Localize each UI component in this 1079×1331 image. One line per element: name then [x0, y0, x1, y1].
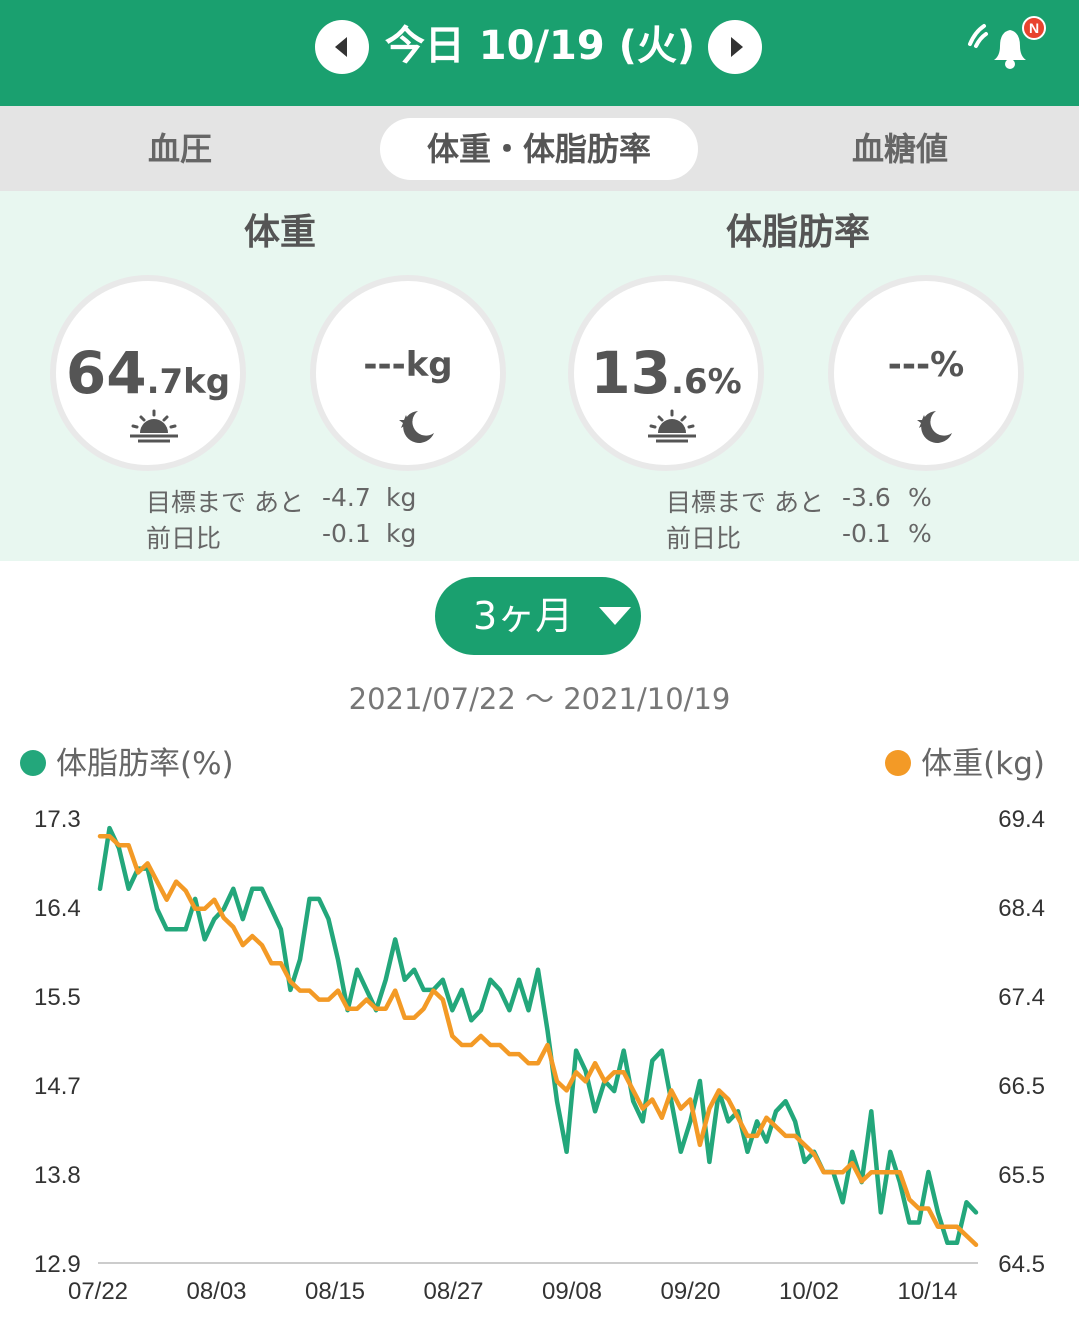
body-fat-series-line — [97, 825, 979, 1246]
y-left-tick-label: 14.7 — [34, 1073, 81, 1100]
legend-body-fat: 体脂肪率(%) — [20, 738, 234, 783]
app-header: 今日 10/19 (火) N — [0, 0, 1079, 106]
y-right-tick-label: 68.4 — [998, 895, 1045, 922]
y-right-tick-label: 66.5 — [998, 1073, 1045, 1100]
weight-night-unit: kg — [405, 345, 453, 385]
weight-goal-value: -4.7 — [322, 483, 371, 512]
body-fat-goal-value: -3.6 — [842, 483, 891, 512]
weight-prev-unit: kg — [386, 519, 417, 548]
body-fat-title: 体脂肪率 — [725, 212, 870, 253]
tab-blood-pressure[interactable]: 血圧 — [147, 130, 212, 168]
period-label: 3ヶ月 — [473, 594, 574, 638]
summary-panel: 体重 体脂肪率 64.7kg ---kg 13.6% ---% — [0, 191, 1079, 561]
legend-weight: 体重(kg) — [885, 738, 1045, 783]
moon-star-icon — [917, 411, 952, 443]
body-fat-night-circle[interactable]: ---% — [828, 275, 1024, 471]
weight-prev-label: 前日比 — [146, 524, 222, 553]
x-tick-label: 09/08 — [542, 1278, 602, 1305]
body-fat-night-value: --- — [887, 345, 931, 385]
weight-night-circle[interactable]: ---kg — [310, 275, 506, 471]
moon-star-icon — [399, 411, 434, 443]
y-right-tick-label: 67.4 — [998, 984, 1045, 1011]
legend-body-fat-label: 体脂肪率(%) — [56, 746, 234, 782]
body-fat-night-unit: % — [930, 345, 965, 385]
notification-bell-icon[interactable]: N — [962, 16, 1052, 76]
x-tick-label: 08/15 — [305, 1278, 365, 1305]
y-left-tick-label: 15.5 — [34, 984, 81, 1011]
previous-day-button[interactable] — [315, 20, 369, 74]
y-right-tick-label: 64.5 — [998, 1251, 1045, 1278]
sunrise-icon — [130, 409, 178, 443]
weight-title: 体重 — [243, 212, 316, 253]
x-tick-label: 10/14 — [897, 1278, 957, 1305]
body-fat-morning-unit: % — [707, 362, 742, 402]
period-dropdown[interactable]: 3ヶ月 — [435, 577, 641, 655]
y-right-tick-label: 69.4 — [998, 806, 1045, 833]
weight-goal-unit: kg — [386, 483, 417, 512]
legend-dot-green — [20, 749, 46, 776]
weight-night-value: --- — [363, 345, 406, 385]
legend-weight-label: 体重(kg) — [921, 746, 1045, 782]
category-tabs: 血圧 体重・体脂肪率 血糖値 — [0, 106, 1079, 191]
chevron-right-icon — [731, 37, 743, 57]
date-title: 今日 10/19 (火) — [384, 23, 696, 69]
weight-morning-dec: .7 — [146, 362, 184, 402]
notification-badge: N — [1029, 20, 1039, 36]
chevron-left-icon — [335, 37, 347, 57]
weight-prev-value: -0.1 — [322, 519, 371, 548]
date-range: 2021/07/22 〜 2021/10/19 — [348, 682, 731, 716]
legend-dot-orange — [885, 749, 912, 776]
next-day-button[interactable] — [708, 20, 762, 74]
body-fat-prev-value: -0.1 — [842, 519, 891, 548]
tab-weight-body-fat[interactable]: 体重・体脂肪率 — [380, 118, 698, 180]
body-fat-prev-label: 前日比 — [666, 524, 742, 553]
weight-morning-unit: kg — [183, 362, 231, 402]
body-fat-goal-label: 目標まで あと — [666, 488, 824, 517]
tab-blood-sugar[interactable]: 血糖値 — [851, 130, 948, 168]
weight-morning-circle[interactable]: 64.7kg — [50, 275, 246, 471]
x-tick-label: 10/02 — [779, 1278, 839, 1305]
body-fat-morning-int: 13 — [590, 339, 672, 407]
body-fat-morning-dec: .6 — [671, 362, 708, 402]
x-tick-label: 08/27 — [423, 1278, 483, 1305]
body-fat-prev-unit: % — [908, 519, 932, 548]
x-tick-label: 07/22 — [68, 1278, 128, 1305]
weight-series-line — [97, 833, 979, 1248]
sunrise-icon — [648, 409, 696, 443]
y-left-tick-label: 16.4 — [34, 895, 81, 922]
trend-line-chart[interactable]: 17.3 16.4 15.5 14.7 13.8 12.9 69.4 68.4 67.4 66.5… — [0, 790, 1079, 1320]
body-fat-goal-unit: % — [908, 483, 932, 512]
weight-goal-label: 目標まで あと — [146, 488, 304, 517]
x-tick-label: 09/20 — [660, 1278, 720, 1305]
y-left-tick-label: 13.8 — [34, 1162, 81, 1189]
y-right-tick-label: 65.5 — [998, 1162, 1045, 1189]
body-fat-morning-circle[interactable]: 13.6% — [568, 275, 764, 471]
x-tick-label: 08/03 — [186, 1278, 246, 1305]
caret-down-icon — [599, 607, 631, 625]
y-left-tick-label: 12.9 — [34, 1251, 81, 1278]
y-left-tick-label: 17.3 — [34, 806, 81, 833]
weight-morning-int: 64 — [65, 339, 147, 407]
